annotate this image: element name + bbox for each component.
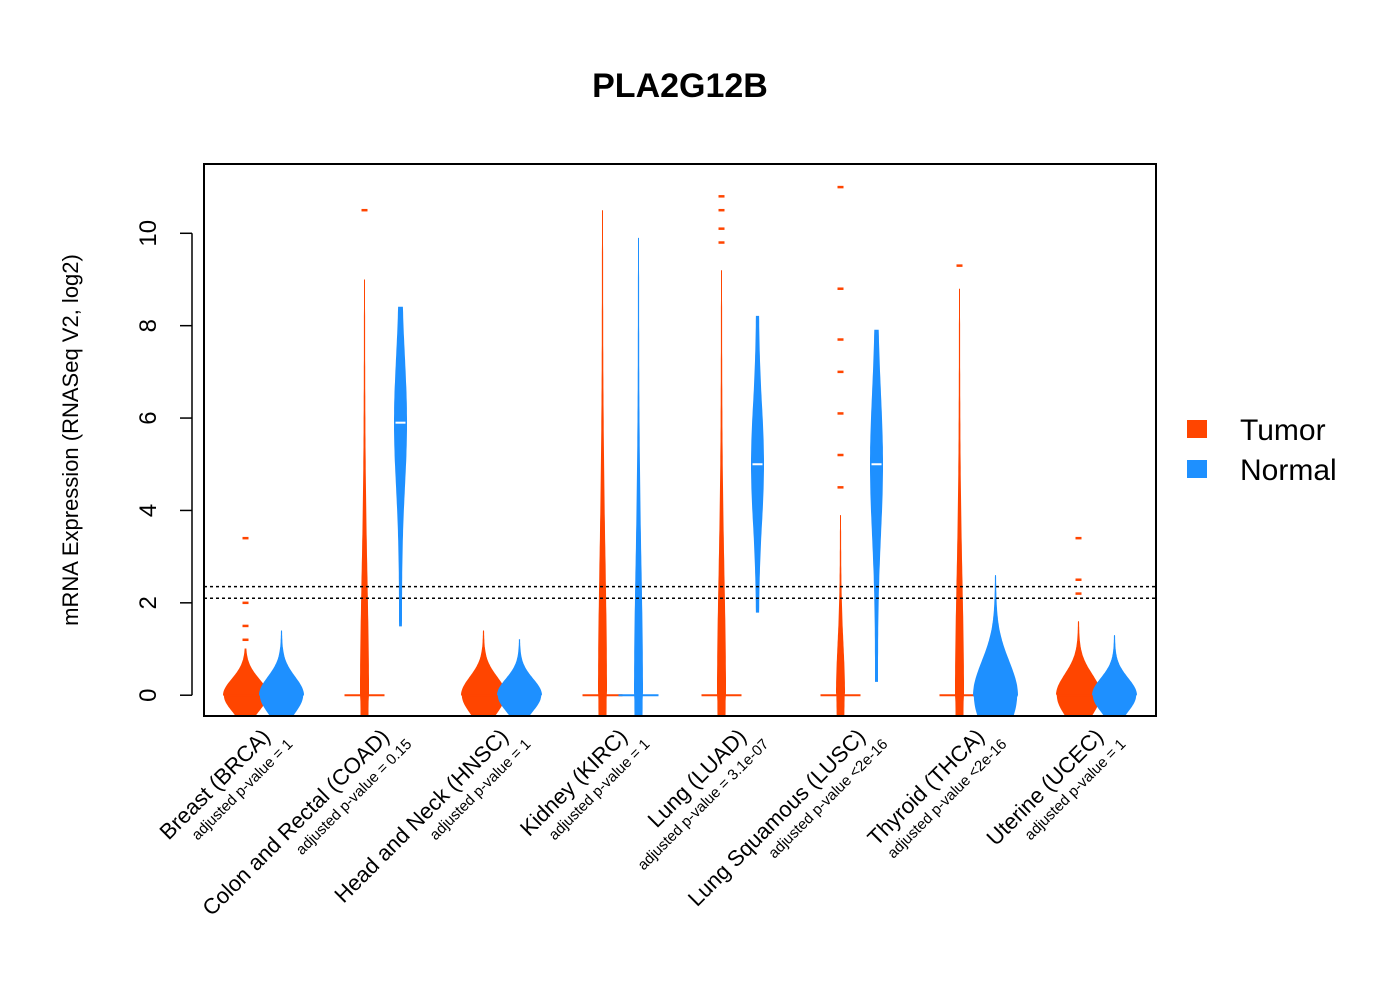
violin-normal [870, 329, 883, 682]
legend-swatch [1187, 420, 1207, 438]
y-tick-label: 4 [135, 504, 162, 517]
violin-normal-body [1091, 635, 1138, 717]
y-tick-label: 0 [135, 689, 162, 702]
violin-tumor-body [222, 648, 269, 717]
violin-tumor-body [360, 279, 369, 717]
violin-normal-body [972, 575, 1019, 717]
legend-swatch [1187, 460, 1207, 478]
violin-normal [751, 315, 764, 613]
violin-normal [394, 306, 407, 627]
legend: Tumor Normal [1187, 414, 1337, 487]
violin-tumor [701, 195, 742, 717]
y-tick-label: 8 [135, 319, 162, 332]
violin-tumor-body [717, 270, 726, 717]
violin-layer [222, 185, 1138, 717]
y-tick-label: 10 [135, 220, 162, 247]
violin-tumor-body [955, 288, 964, 717]
violin-tumor [939, 264, 980, 717]
violin-normal-body [496, 639, 543, 717]
violin-normal-body [258, 630, 305, 717]
y-axis-label: mRNA Expression (RNASeq V2, log2) [58, 254, 83, 626]
violin-tumor [582, 210, 623, 717]
reference-lines [204, 585, 1156, 599]
violin-tumor-body [598, 210, 607, 717]
violin-tumor-body [836, 515, 845, 717]
violin-normal-body [394, 306, 407, 627]
violin-tumor [460, 630, 507, 717]
legend-label: Tumor [1240, 414, 1326, 447]
y-tick-label: 6 [135, 411, 162, 424]
violin-tumor [820, 185, 861, 717]
violin-normal-body [634, 237, 643, 717]
violin-tumor [344, 208, 385, 717]
violin-normal-body [870, 329, 883, 682]
violin-normal [258, 630, 305, 717]
y-tick-label: 2 [135, 596, 162, 609]
plot-frame [203, 163, 1157, 717]
violin-normal [972, 575, 1019, 717]
legend-label: Normal [1240, 454, 1337, 487]
violin-normal [618, 237, 659, 717]
y-axis: 0 2 4 6 8 10 [135, 220, 193, 702]
violin-normal [1091, 635, 1138, 717]
violin-tumor-body [460, 630, 507, 717]
chart-title: PLA2G12B [592, 67, 768, 105]
violin-tumor-body [1055, 621, 1102, 717]
violin-normal [496, 639, 543, 717]
